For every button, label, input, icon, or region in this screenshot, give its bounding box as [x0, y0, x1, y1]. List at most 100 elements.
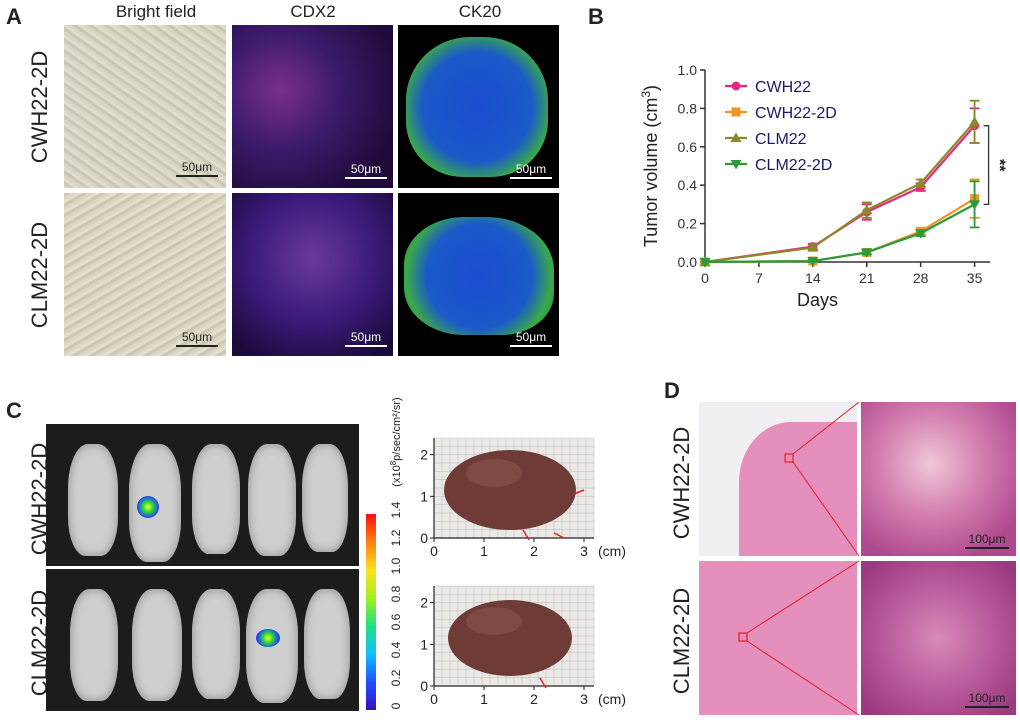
grid-y-tick-label: 1 — [420, 488, 428, 504]
scalebar-a-bf-clm: 50μm — [176, 330, 218, 347]
grid-x-tick-label: 2 — [530, 543, 538, 559]
x-tick-label: 28 — [913, 270, 929, 286]
y-tick-label: 0.8 — [678, 100, 698, 116]
col-title-bright-field: Bright field — [115, 2, 197, 21]
liver-grid-plot-clm: 0 1 2 3 0 1 2 (cm) — [420, 585, 626, 707]
colorbar-tick-label: 0.8 — [389, 585, 403, 602]
mouse-cwh-3 — [192, 444, 240, 554]
grid-x-tick-label: 3 — [580, 543, 588, 559]
he-lowmag-cwh — [699, 402, 857, 556]
colorbar-tick-label: 0 — [389, 702, 403, 709]
mouse-clm-5 — [304, 589, 350, 699]
col-title-cdx2: CDX2 — [290, 2, 336, 21]
tumor-volume-chart: 0.0 0.2 0.4 0.6 0.8 1.0 0 7 14 21 28 35 Days Tumor vo… — [639, 62, 1008, 310]
red-arrow — [522, 529, 530, 541]
panel-a-row-label-cwh: CWH22-2D — [27, 50, 52, 164]
scalebar-a-cdx2-cwh: 50μm — [345, 162, 387, 179]
he-highmag-clm — [861, 561, 1016, 715]
significance-bracket — [983, 125, 990, 206]
he-lowmag-clm — [699, 561, 857, 715]
series-clm22-2d — [699, 180, 981, 268]
x-tick-label: 21 — [859, 270, 875, 286]
grid-x-tick-label: 0 — [430, 691, 438, 707]
colorbar-tick-label: 0.4 — [389, 641, 403, 658]
ivis-image-clm — [46, 569, 359, 711]
series-line — [704, 124, 976, 264]
colorbar-tick-label: 1.2 — [389, 529, 403, 546]
liver-lobe-highlight — [466, 459, 522, 487]
x-axis-label: Days — [797, 290, 838, 310]
liver-lobe-highlight — [466, 607, 522, 635]
colorbar-tick-label: 0.2 — [389, 669, 403, 686]
mouse-clm-2 — [132, 589, 182, 701]
data-point — [915, 177, 927, 188]
brightfield-image-cwh — [64, 25, 226, 188]
cdx2-image-cwh — [232, 25, 393, 188]
grid-x-tick-label: 0 — [430, 543, 438, 559]
panel-d-letter: D — [664, 378, 680, 403]
mouse-clm-1 — [70, 589, 118, 701]
liver-grid-plot-cwh: 0 1 2 3 0 1 2 (cm) — [420, 437, 626, 559]
x-tick-label: 7 — [755, 270, 763, 286]
mouse-clm-4 — [246, 589, 298, 703]
grid-x-tick-label: 2 — [530, 691, 538, 707]
legend-label: CWH22 — [755, 79, 811, 96]
scalebar-d-cwh: 100μm — [965, 532, 1009, 549]
mouse-clm-3 — [192, 589, 240, 699]
grid-y-tick-label: 1 — [420, 636, 428, 652]
colorbar-tick-label: 1.0 — [389, 557, 403, 574]
legend-label: CLM22-2D — [755, 157, 832, 174]
he-highmag-cwh — [861, 402, 1016, 556]
grid-y-tick-label: 0 — [420, 530, 428, 546]
series-line — [704, 121, 976, 264]
panel-a-letter: A — [6, 4, 22, 29]
cdx2-image-clm — [232, 193, 393, 356]
ck20-image-clm — [398, 193, 559, 356]
y-tick-label: 1.0 — [678, 62, 698, 78]
colorbar-axis: (x108p/sec/cm²/sr) 0 0.2 0.4 0.6 0.8 1.0 1.2 1.4 — [389, 397, 404, 709]
colorbar-tick-label: 0.6 — [389, 613, 403, 630]
y-tick-label: 0.4 — [678, 177, 698, 193]
grid-x-tick-label: 3 — [580, 691, 588, 707]
grid-y-tick-label: 2 — [420, 447, 428, 463]
panel-d-row-label-cwh: CWH22-2D — [669, 426, 694, 540]
series-cwh22 — [700, 107, 980, 267]
mouse-cwh-4 — [248, 444, 296, 556]
red-arrow — [573, 489, 585, 495]
y-tick-label: 0.6 — [678, 139, 698, 155]
zoom-box-cwh — [784, 453, 794, 463]
x-tick-label: 0 — [701, 270, 709, 286]
colorbar — [366, 514, 376, 710]
panel-d-row-label-clm: CLM22-2D — [669, 587, 694, 695]
panel-b-letter: B — [588, 4, 604, 29]
significance-label: ** — [991, 159, 1008, 172]
panel-a-row-label-clm: CLM22-2D — [27, 221, 52, 329]
mouse-cwh-5 — [302, 444, 348, 552]
zoom-line-clm-top — [746, 560, 860, 634]
red-arrow — [539, 677, 547, 689]
y-tick-label: 0.0 — [678, 254, 698, 270]
grid-x-tick-label: 1 — [480, 691, 488, 707]
panel-c-letter: C — [6, 398, 22, 423]
grid-unit-label: (cm) — [598, 691, 626, 707]
zoom-line-clm-bottom — [746, 640, 860, 716]
data-point — [969, 116, 981, 126]
data-point — [699, 258, 711, 268]
ck20-image-cwh — [398, 25, 559, 188]
legend-marker — [730, 160, 742, 170]
y-tick-label: 0.2 — [678, 216, 698, 232]
legend-marker — [730, 132, 742, 142]
luminescence-signal-clm — [256, 629, 280, 647]
scalebar-a-bf-cwh: 50μm — [176, 160, 218, 177]
scalebar-d-clm: 100μm — [965, 691, 1009, 708]
zoom-line-cwh-bottom — [792, 461, 860, 557]
scalebar-a-ck20-clm: 50μm — [510, 330, 552, 347]
luminescence-signal-cwh — [137, 496, 159, 518]
scalebar-a-cdx2-clm: 50μm — [345, 330, 387, 347]
legend-label: CWH22-2D — [755, 105, 837, 122]
legend-marker — [731, 107, 741, 117]
data-point — [807, 257, 819, 267]
legend-marker — [731, 81, 741, 91]
grid-unit-label: (cm) — [598, 543, 626, 559]
col-title-ck20: CK20 — [458, 2, 502, 21]
